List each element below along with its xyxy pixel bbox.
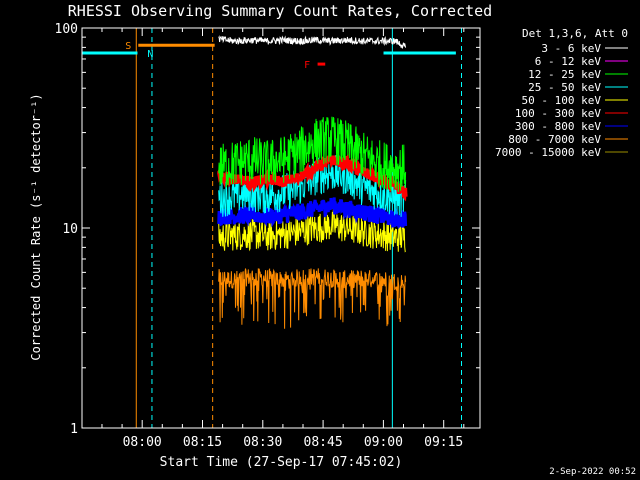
y-axis-label: Corrected Count Rate (s⁻¹ detector⁻¹) xyxy=(29,93,43,360)
footer-date: 2-Sep-2022 00:52 xyxy=(549,467,636,477)
series-line-50-100-kev xyxy=(218,209,406,253)
legend-entry-label: 800 - 7000 keV xyxy=(508,133,601,146)
plot-area: S N F xyxy=(82,28,463,428)
x-tick-label: 08:00 xyxy=(123,435,162,450)
x-tick-label: 09:00 xyxy=(364,435,403,450)
annotation-label: S xyxy=(125,41,131,52)
series-line-3-6-kev xyxy=(218,34,407,49)
series-line-12-25-kev xyxy=(218,116,407,193)
legend-entry-label: 12 - 25 keV xyxy=(528,68,601,81)
legend-title: Det 1,3,6, Att 0 xyxy=(522,27,628,40)
y-tick-label: 10 xyxy=(62,222,78,237)
chart-title: RHESSI Observing Summary Count Rates, Co… xyxy=(68,2,492,20)
legend-entry-label: 100 - 300 keV xyxy=(515,107,601,120)
y-tick-label: 1 xyxy=(70,422,78,437)
y-tick-label: 100 xyxy=(55,22,78,37)
x-axis-label: Start Time (27-Sep-17 07:45:02) xyxy=(160,455,403,470)
legend-entry-label: 300 - 800 keV xyxy=(515,120,601,133)
annotation-label: F xyxy=(304,60,310,71)
x-tick-label: 08:45 xyxy=(304,435,343,450)
legend-entry-label: 25 - 50 keV xyxy=(528,81,601,94)
legend-entry-label: 50 - 100 keV xyxy=(522,94,602,107)
axes: 08:00 08:15 08:30 08:45 09:00 09:15 1 10 100 xyxy=(55,22,481,450)
legend-entry-label: 6 - 12 keV xyxy=(535,55,602,68)
legend-entry-label: 3 - 6 keV xyxy=(541,42,601,55)
annotation-label: N xyxy=(147,49,153,60)
series-line-300-800-kev xyxy=(217,197,408,230)
x-tick-label: 08:30 xyxy=(243,435,282,450)
x-tick-label: 08:15 xyxy=(183,435,222,450)
legend-entry-label: 7000 - 15000 keV xyxy=(495,146,601,159)
series-line-800-7000-kev xyxy=(218,267,407,329)
x-tick-label: 09:15 xyxy=(424,435,463,450)
